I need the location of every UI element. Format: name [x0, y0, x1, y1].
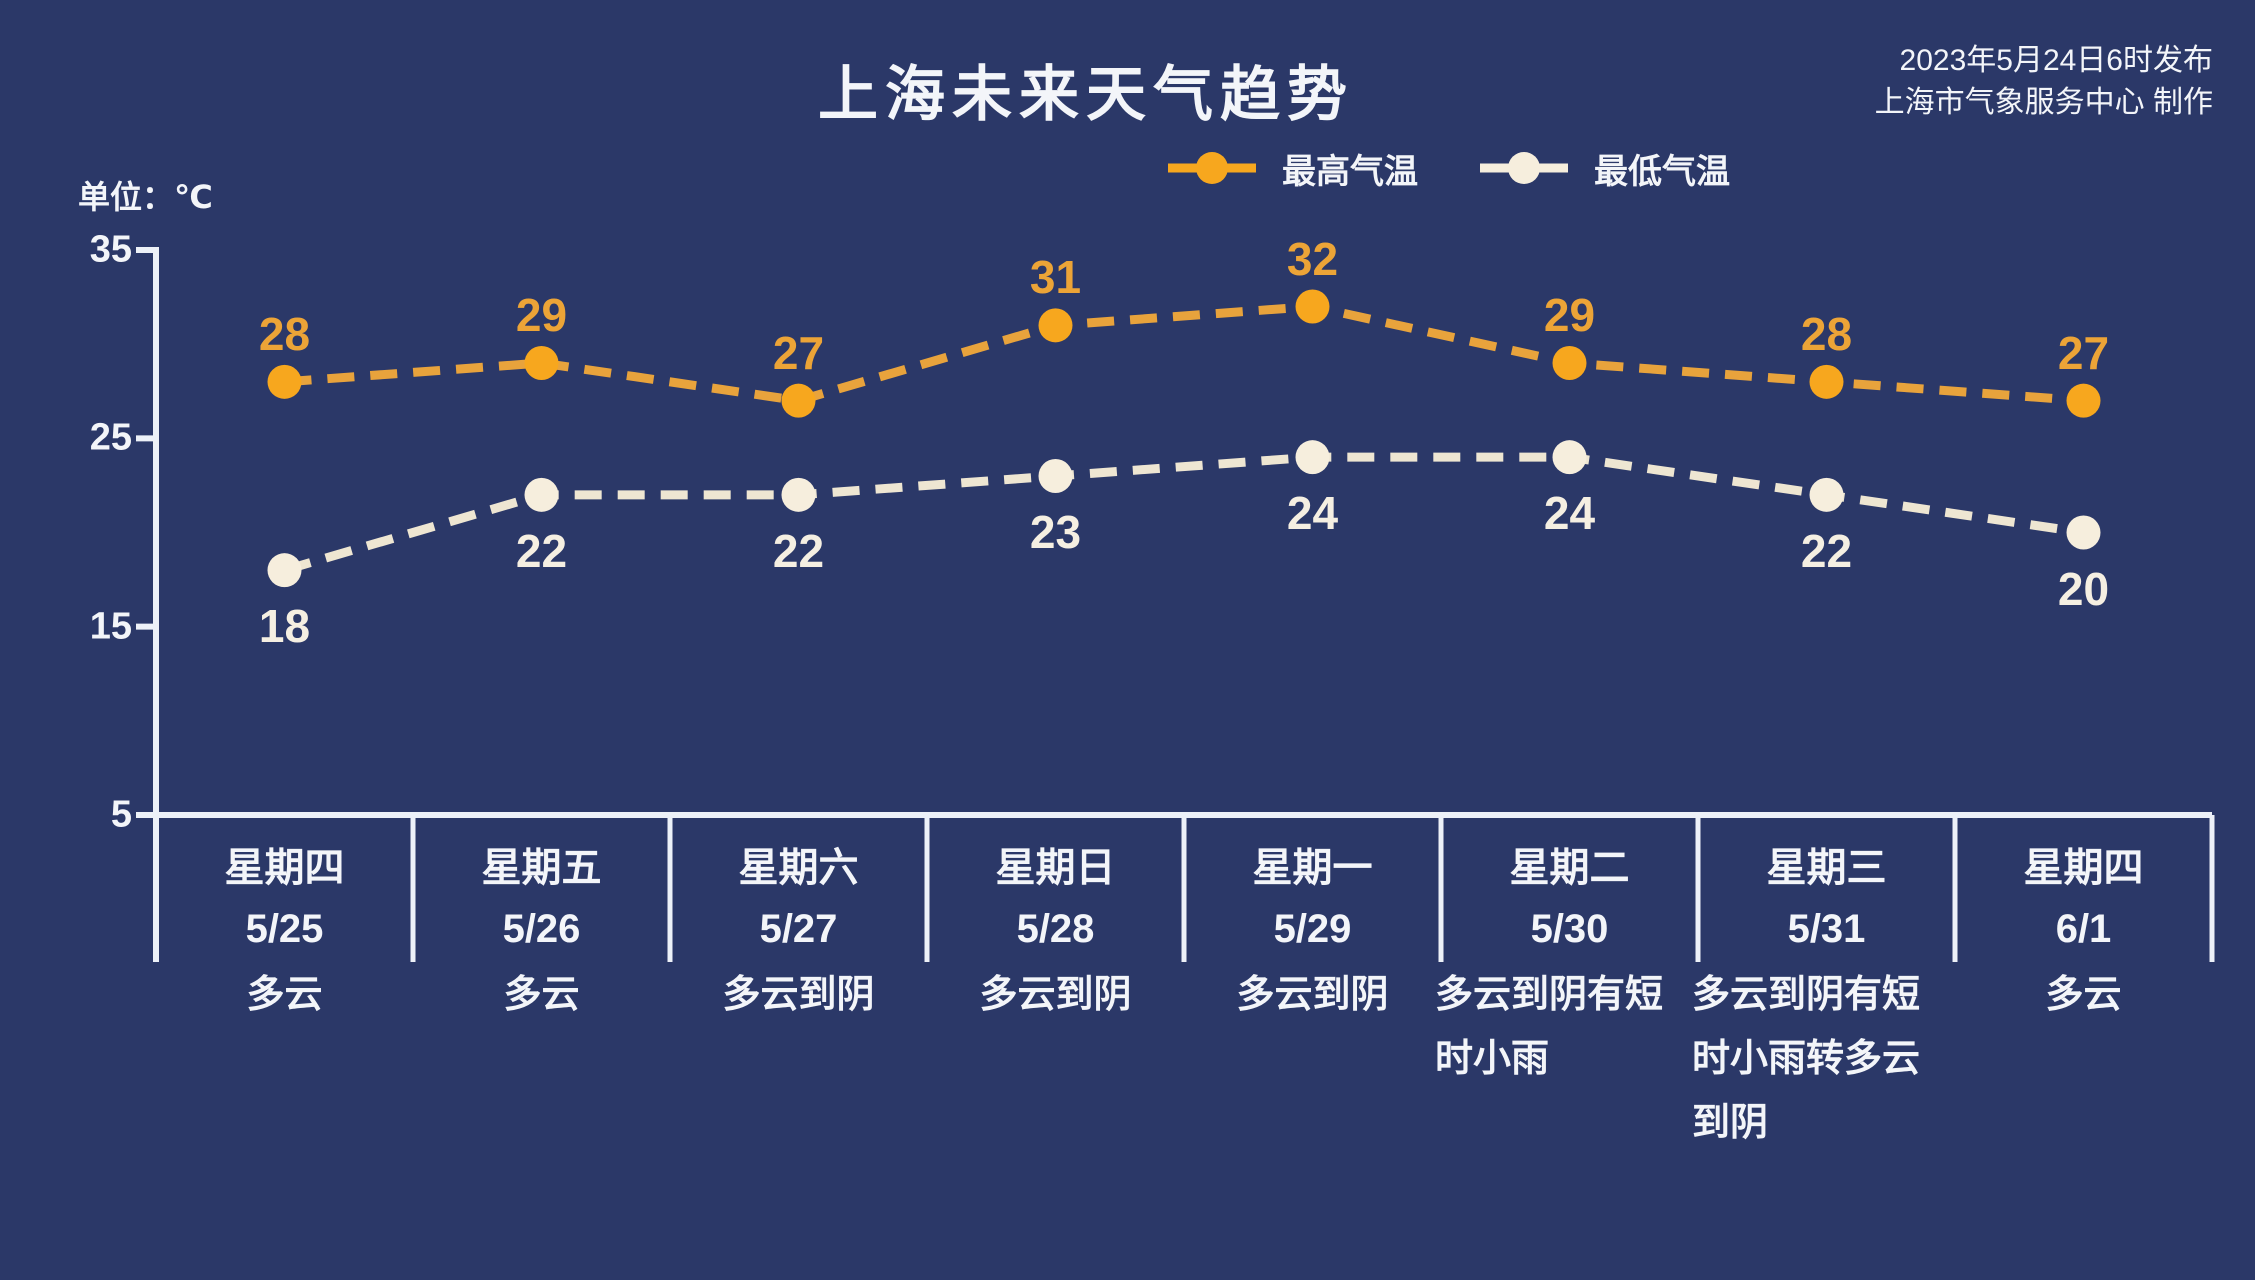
temp-label-high: 32	[1286, 232, 1339, 285]
temp-label-low: 24	[1543, 487, 1596, 540]
temp-label-high: 27	[2057, 326, 2110, 379]
temp-label-low: 22	[772, 524, 825, 577]
low-temp-legend-marker-icon	[1480, 152, 1568, 184]
data-marker-high	[1038, 308, 1073, 343]
legend-label: 最低气温	[1594, 152, 1730, 191]
publish-datetime: 2023年5月24日6时发布	[1899, 44, 2213, 77]
low-series-line	[283, 452, 2085, 575]
data-marker-high	[2066, 383, 2101, 418]
date-label: 5/25	[245, 907, 324, 951]
weekday-label: 星期四	[224, 846, 345, 890]
date-label: 5/27	[759, 907, 838, 951]
chart-title: 上海未来天气趋势	[818, 61, 1354, 128]
weather-label: 多云	[503, 974, 580, 1016]
temp-label-low: 23	[1029, 506, 1082, 558]
weekday-label: 星期一	[1252, 846, 1373, 890]
weather-label: 到阴	[1692, 1102, 1769, 1144]
temp-label-high: 29	[1543, 289, 1596, 341]
data-marker-high	[1295, 289, 1330, 324]
temp-label-high: 29	[515, 289, 568, 341]
publish-info: 2023年5月24日6时发布 上海市气象服务中心 制作	[1875, 40, 2213, 124]
temp-label-low: 22	[515, 524, 568, 577]
temp-label-low: 20	[2057, 562, 2110, 615]
temp-label-low: 18	[258, 600, 311, 653]
date-label: 5/28	[1016, 907, 1095, 951]
date-label: 5/30	[1530, 907, 1609, 951]
temp-label-high: 28	[1800, 307, 1853, 360]
weekday-label: 星期六	[738, 846, 859, 890]
data-marker-low	[1038, 459, 1073, 493]
weather-label: 多云到阴	[979, 974, 1132, 1016]
weekday-label: 星期三	[1766, 846, 1887, 890]
weather-label: 时小雨转多云	[1692, 1038, 1921, 1080]
weekday-label: 星期日	[995, 846, 1116, 890]
date-label: 5/29	[1273, 907, 1352, 951]
temp-label-high: 31	[1029, 251, 1082, 304]
weekday-label: 星期五	[481, 846, 602, 890]
weekday-label: 星期二	[1509, 846, 1630, 890]
data-marker-low	[1552, 440, 1587, 475]
data-marker-low	[1809, 477, 1844, 512]
y-tick-label: 25	[89, 416, 132, 459]
date-label: 5/31	[1787, 907, 1866, 951]
weather-label: 时小雨	[1435, 1038, 1550, 1080]
high-temp-legend-marker-icon	[1168, 152, 1256, 184]
temp-label-low: 22	[1800, 524, 1853, 577]
y-tick-label: 35	[89, 228, 132, 271]
data-marker-low	[1295, 440, 1330, 475]
y-tick-label: 5	[110, 793, 132, 836]
date-label: 5/26	[502, 907, 581, 951]
temp-label-high: 27	[772, 326, 825, 379]
data-marker-high	[1809, 364, 1844, 399]
data-marker-low	[781, 477, 816, 512]
publish-source: 上海市气象服务中心 制作	[1874, 86, 2213, 119]
data-marker-high	[267, 364, 302, 399]
weather-label: 多云到阴	[722, 974, 875, 1016]
weekday-label: 星期四	[2023, 846, 2144, 890]
temp-label-high: 28	[258, 307, 311, 360]
weather-label: 多云	[246, 974, 323, 1016]
weather-label: 多云到阴有短	[1435, 974, 1664, 1016]
legend-item-low: 最低气温	[1480, 148, 1730, 191]
data-marker-low	[524, 477, 559, 512]
temp-label-low: 24	[1286, 487, 1339, 540]
data-marker-high	[781, 383, 816, 418]
unit-label: 单位：℃	[78, 179, 213, 215]
legend-label: 最高气温	[1282, 152, 1418, 191]
weather-label: 多云到阴有短	[1692, 974, 1921, 1016]
data-marker-high	[1552, 346, 1587, 380]
data-marker-low	[2066, 515, 2101, 550]
weather-label: 多云到阴	[1236, 974, 1389, 1016]
legend-item-high: 最高气温	[1168, 148, 1418, 191]
date-label: 6/1	[2055, 907, 2112, 951]
high-series-line	[284, 301, 2084, 406]
y-tick-label: 15	[89, 605, 132, 648]
data-marker-high	[524, 346, 559, 380]
data-marker-low	[267, 553, 302, 588]
weather-label: 多云	[2045, 974, 2122, 1016]
